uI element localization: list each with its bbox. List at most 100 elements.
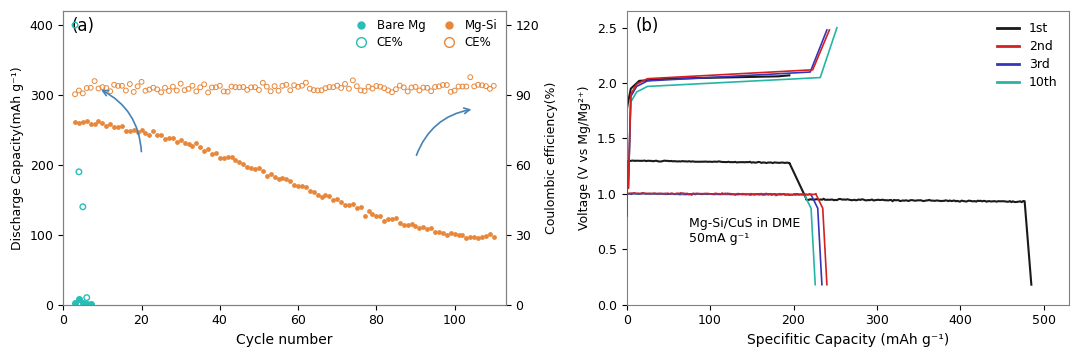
Point: [227, 157, 244, 163]
Point: [419, 226, 436, 232]
Point: [364, 86, 381, 91]
Point: [75, 300, 92, 305]
Point: [140, 87, 158, 92]
Point: [180, 86, 198, 92]
Point: [309, 192, 326, 198]
Point: [125, 127, 143, 133]
Point: [231, 159, 248, 165]
Point: [325, 197, 342, 203]
Point: [266, 83, 283, 89]
Point: [157, 85, 174, 91]
Y-axis label: Discharge Capacity(mAh g⁻¹): Discharge Capacity(mAh g⁻¹): [11, 66, 24, 250]
Point: [477, 83, 495, 89]
Point: [191, 145, 208, 150]
Point: [313, 194, 330, 200]
Point: [403, 84, 420, 90]
Point: [94, 84, 111, 90]
Point: [473, 234, 490, 240]
Point: [160, 136, 177, 141]
Y-axis label: Coulombic efficiency(%): Coulombic efficiency(%): [544, 82, 557, 234]
Point: [78, 301, 95, 307]
Point: [70, 296, 87, 302]
Point: [289, 183, 307, 189]
Point: [70, 88, 87, 93]
Point: [450, 232, 468, 237]
Point: [102, 88, 119, 94]
Point: [133, 79, 150, 85]
Point: [164, 84, 181, 90]
Point: [97, 123, 114, 129]
Point: [345, 201, 362, 207]
Point: [118, 88, 135, 93]
Point: [305, 87, 322, 93]
Point: [333, 85, 350, 91]
Point: [176, 140, 193, 146]
Point: [348, 83, 365, 89]
Point: [215, 88, 232, 94]
Point: [97, 85, 114, 91]
X-axis label: Cycle number: Cycle number: [237, 333, 333, 347]
Point: [212, 155, 229, 161]
Point: [70, 169, 87, 175]
Point: [262, 171, 280, 176]
Point: [442, 89, 459, 95]
Point: [251, 87, 268, 93]
Point: [282, 87, 299, 93]
Point: [121, 81, 138, 87]
Legend: 1st, 2nd, 3rd, 10th: 1st, 2nd, 3rd, 10th: [991, 17, 1063, 95]
Point: [446, 231, 463, 236]
Point: [234, 84, 252, 90]
Point: [454, 233, 471, 238]
Point: [336, 202, 353, 208]
Point: [294, 184, 311, 189]
Point: [372, 84, 389, 90]
Point: [376, 218, 393, 224]
Point: [66, 300, 83, 306]
Point: [485, 83, 502, 89]
Point: [434, 230, 451, 236]
Point: [258, 84, 275, 90]
Point: [383, 217, 401, 222]
Point: [333, 199, 350, 205]
Point: [328, 196, 346, 202]
Point: [188, 140, 205, 146]
Point: [422, 88, 440, 94]
Point: [219, 89, 237, 95]
Point: [262, 88, 280, 94]
Point: [403, 221, 420, 227]
Point: [388, 216, 405, 221]
Point: [152, 90, 170, 95]
Point: [278, 176, 295, 182]
Point: [364, 211, 381, 216]
Point: [239, 165, 256, 170]
Point: [137, 88, 154, 93]
Point: [410, 226, 428, 231]
Point: [438, 82, 456, 88]
Point: [356, 88, 374, 94]
Point: [94, 120, 111, 126]
Point: [477, 233, 495, 239]
Point: [200, 146, 217, 151]
Point: [176, 87, 193, 93]
Point: [345, 78, 362, 83]
Point: [391, 83, 408, 88]
Point: [152, 132, 170, 138]
Point: [106, 124, 123, 129]
Point: [82, 121, 99, 127]
Point: [164, 136, 181, 141]
Point: [301, 188, 319, 194]
Point: [427, 229, 444, 235]
Point: [450, 84, 468, 90]
Point: [191, 84, 208, 90]
Point: [239, 87, 256, 93]
Point: [438, 233, 456, 238]
Point: [157, 136, 174, 142]
Point: [254, 168, 271, 173]
Point: [328, 83, 346, 88]
Point: [482, 86, 499, 92]
Point: [90, 86, 107, 91]
Point: [113, 124, 131, 129]
Point: [145, 128, 162, 134]
Point: [352, 87, 369, 93]
Point: [82, 85, 99, 91]
